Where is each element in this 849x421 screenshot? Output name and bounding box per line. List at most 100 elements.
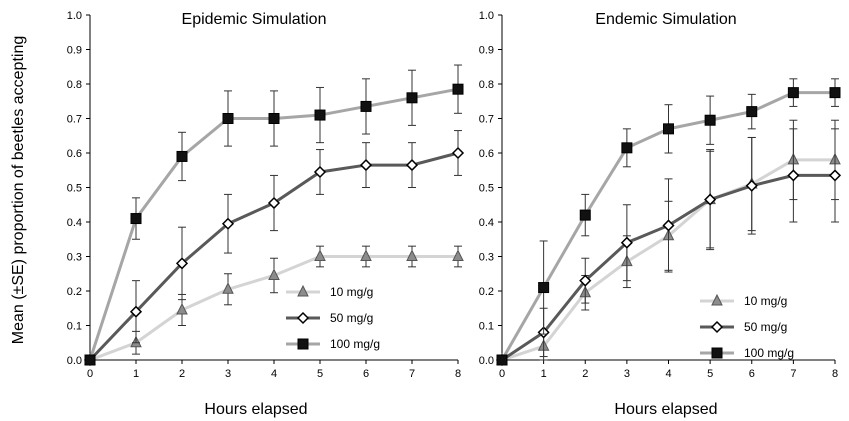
x-tick-label: 5 xyxy=(707,368,713,380)
data-point xyxy=(176,302,188,315)
data-point xyxy=(221,217,235,230)
y-tick-label: 0.2 xyxy=(67,286,82,298)
y-axis-title: Mean (±SE) proportion of beetles accepti… xyxy=(10,36,27,345)
data-point xyxy=(496,354,508,366)
data-point xyxy=(314,109,326,121)
y-tick-label: 0.2 xyxy=(479,286,494,298)
x-tick-label: 2 xyxy=(179,368,185,380)
y-tick-label: 0.4 xyxy=(479,217,494,229)
x-axis-title: Hours elapsed xyxy=(204,401,307,418)
x-tick-label: 0 xyxy=(499,368,505,380)
endemic-simulation-panel: 0.0 0.1 0.2 0.3 0.4 0.5 0.6 0.7 0.8 0.9 1.0 0 1 2 3 4 5 6… xyxy=(479,10,842,418)
data-point xyxy=(620,236,633,249)
data-point xyxy=(175,257,189,270)
y-tick-label: 0.6 xyxy=(67,148,82,160)
data-point xyxy=(663,123,674,135)
data-point xyxy=(222,113,234,124)
x-tick-label: 4 xyxy=(271,368,277,380)
legend-label: 10 mg/g xyxy=(744,294,787,308)
x-tick-label: 2 xyxy=(582,368,588,380)
y-tick-label: 0.9 xyxy=(479,45,494,57)
data-point xyxy=(268,268,280,280)
legend-label: 50 mg/g xyxy=(330,311,373,325)
data-point xyxy=(267,196,281,210)
x-tick-label: 7 xyxy=(409,368,415,380)
y-tick-label: 0.0 xyxy=(479,355,494,367)
data-point xyxy=(745,179,758,192)
y-tick-label: 0.1 xyxy=(67,321,82,333)
x-tick-label: 3 xyxy=(624,368,630,380)
legend-marker xyxy=(297,338,309,350)
legend-label: 50 mg/g xyxy=(744,320,787,334)
x-tick-label: 1 xyxy=(133,368,139,380)
data-point xyxy=(130,213,142,225)
data-point xyxy=(829,87,841,99)
data-point xyxy=(406,92,418,104)
data-point xyxy=(129,305,143,318)
x-tick-label: 8 xyxy=(455,368,461,380)
y-tick-label: 1.0 xyxy=(479,10,494,22)
y-tick-label: 0.7 xyxy=(67,114,82,126)
y-tick-label: 0.8 xyxy=(479,79,494,91)
data-point xyxy=(579,209,591,221)
data-point xyxy=(452,83,464,95)
data-point xyxy=(222,282,234,294)
series-100-mg-g xyxy=(496,78,841,366)
data-point xyxy=(405,159,419,172)
data-point xyxy=(84,354,96,366)
series-100-mg-g xyxy=(84,64,464,366)
y-tick-label: 0.3 xyxy=(67,252,82,264)
legend-marker xyxy=(711,293,723,306)
series-10-mg-g xyxy=(84,245,464,365)
data-point xyxy=(313,165,327,179)
data-point xyxy=(314,249,326,261)
legend-marker xyxy=(297,284,309,297)
data-point xyxy=(579,274,592,287)
x-tick-label: 8 xyxy=(832,368,838,380)
chart-title: Epidemic Simulation xyxy=(182,11,327,28)
data-point xyxy=(621,142,633,154)
epidemic-simulation-panel: 0.0 0.1 0.2 0.3 0.4 0.5 0.6 0.7 0.8 0.9 1.0 0 1 2 3 4 5 6… xyxy=(67,10,465,418)
data-point xyxy=(360,100,372,112)
chart-title: Endemic Simulation xyxy=(595,11,736,28)
x-tick-label: 4 xyxy=(665,368,671,380)
legend-label: 100 mg/g xyxy=(330,337,380,351)
x-tick-label: 0 xyxy=(87,368,93,380)
data-point xyxy=(787,87,799,99)
y-tick-label: 0.6 xyxy=(479,148,494,160)
x-axis-title: Hours elapsed xyxy=(614,401,717,418)
y-tick-label: 0.0 xyxy=(67,355,82,367)
x-tick-label: 7 xyxy=(790,368,796,380)
y-tick-label: 0.8 xyxy=(67,79,82,91)
legend-marker xyxy=(710,320,724,334)
data-point xyxy=(704,193,717,206)
y-tick-label: 0.4 xyxy=(67,217,82,229)
series-50-mg-g xyxy=(83,130,465,367)
legend: 10 mg/g 50 mg/g 100 mg/g xyxy=(700,293,794,360)
x-tick-label: 3 xyxy=(225,368,231,380)
data-point xyxy=(268,113,280,124)
data-point xyxy=(406,249,418,261)
legend-marker xyxy=(711,347,723,359)
legend: 10 mg/g 50 mg/g 100 mg/g xyxy=(286,284,380,351)
y-tick-label: 0.7 xyxy=(479,114,494,126)
data-point xyxy=(704,114,716,126)
legend-marker xyxy=(296,311,310,325)
x-tick-label: 6 xyxy=(363,368,369,380)
data-point xyxy=(176,150,188,162)
y-tick-label: 0.5 xyxy=(67,183,82,195)
data-point xyxy=(451,146,465,160)
y-tick-label: 0.5 xyxy=(479,183,494,195)
legend-label: 10 mg/g xyxy=(330,285,373,299)
data-point xyxy=(359,159,373,172)
data-point xyxy=(662,219,675,232)
legend-label: 100 mg/g xyxy=(744,346,794,360)
y-tick-label: 1.0 xyxy=(67,10,82,22)
data-point xyxy=(787,169,800,182)
x-tick-label: 5 xyxy=(317,368,323,380)
x-tick-label: 1 xyxy=(541,368,547,380)
x-tick-label: 6 xyxy=(749,368,755,380)
data-point xyxy=(746,106,758,118)
y-tick-label: 0.9 xyxy=(67,45,82,57)
